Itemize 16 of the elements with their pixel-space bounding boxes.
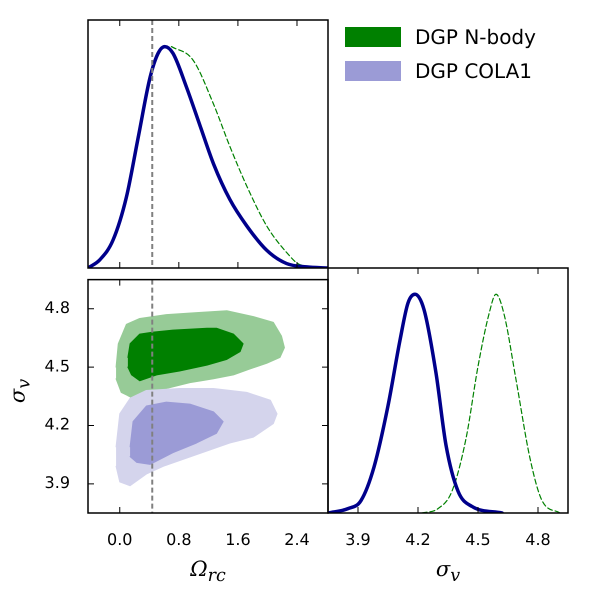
legend-label: DGP N-body (415, 25, 536, 49)
x-tick-label: 4.5 (465, 530, 491, 549)
x-axis-title: Ω$_{rc}$ (190, 557, 226, 586)
x-tick-label: 0.8 (166, 530, 192, 549)
y-tick-label: 4.2 (44, 414, 70, 434)
x-tick-label: 4.2 (405, 530, 431, 549)
x-tick-label: 3.9 (345, 530, 371, 549)
x-tick-label: 4.8 (525, 530, 551, 549)
x-axis-title: σ$_{v}$ (436, 557, 460, 586)
y-tick-label: 4.5 (44, 356, 70, 376)
y-tick-label: 4.8 (44, 298, 70, 317)
legend-label: DGP COLA1 (415, 59, 532, 83)
y-tick-label: 3.9 (44, 472, 70, 492)
x-tick-label: 0.0 (107, 530, 132, 549)
x-tick-label: 2.4 (284, 530, 310, 549)
x-tick-label: 1.6 (225, 530, 251, 549)
